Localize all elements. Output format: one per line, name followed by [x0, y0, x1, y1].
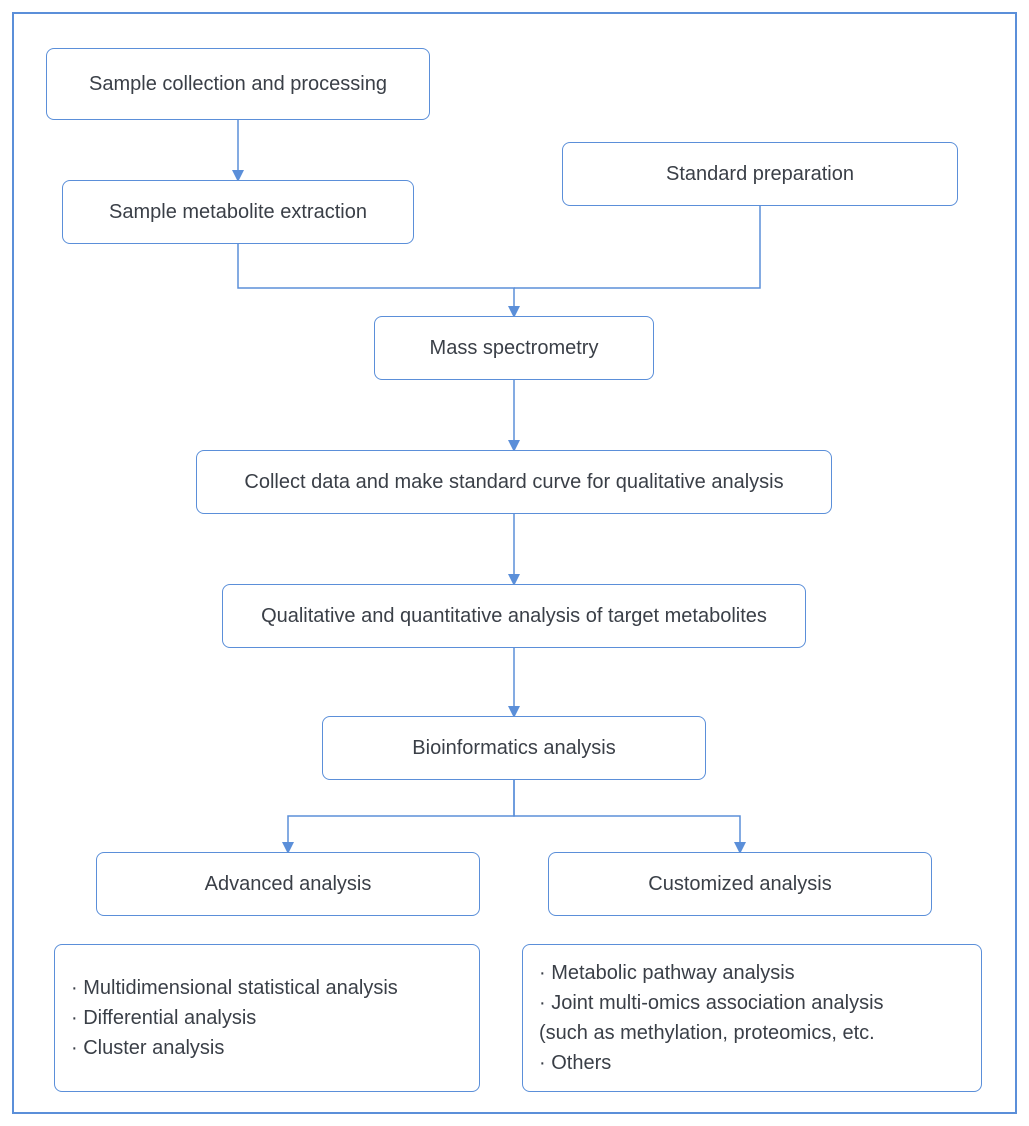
node-n1: Sample collection and processing	[46, 48, 430, 120]
node-label-n5: Collect data and make standard curve for…	[244, 467, 783, 497]
node-n9: Customized analysis	[548, 852, 932, 916]
node-label-n10: · Multidimensional statistical analysis …	[71, 973, 398, 1063]
node-n5: Collect data and make standard curve for…	[196, 450, 832, 514]
node-n8: Advanced analysis	[96, 852, 480, 916]
node-label-n2: Sample metabolite extraction	[109, 197, 367, 227]
node-n7: Bioinformatics analysis	[322, 716, 706, 780]
node-label-n6: Qualitative and quantitative analysis of…	[261, 601, 767, 631]
node-n10: · Multidimensional statistical analysis …	[54, 944, 480, 1092]
node-label-n4: Mass spectrometry	[430, 333, 599, 363]
node-label-n8: Advanced analysis	[205, 869, 372, 899]
node-n6: Qualitative and quantitative analysis of…	[222, 584, 806, 648]
node-label-n7: Bioinformatics analysis	[412, 733, 615, 763]
node-label-n11: · Metabolic pathway analysis · Joint mul…	[539, 958, 884, 1078]
node-label-n9: Customized analysis	[648, 869, 831, 899]
node-label-n3: Standard preparation	[666, 159, 854, 189]
node-n11: · Metabolic pathway analysis · Joint mul…	[522, 944, 982, 1092]
node-n2: Sample metabolite extraction	[62, 180, 414, 244]
node-n4: Mass spectrometry	[374, 316, 654, 380]
node-label-n1: Sample collection and processing	[89, 69, 387, 99]
node-n3: Standard preparation	[562, 142, 958, 206]
